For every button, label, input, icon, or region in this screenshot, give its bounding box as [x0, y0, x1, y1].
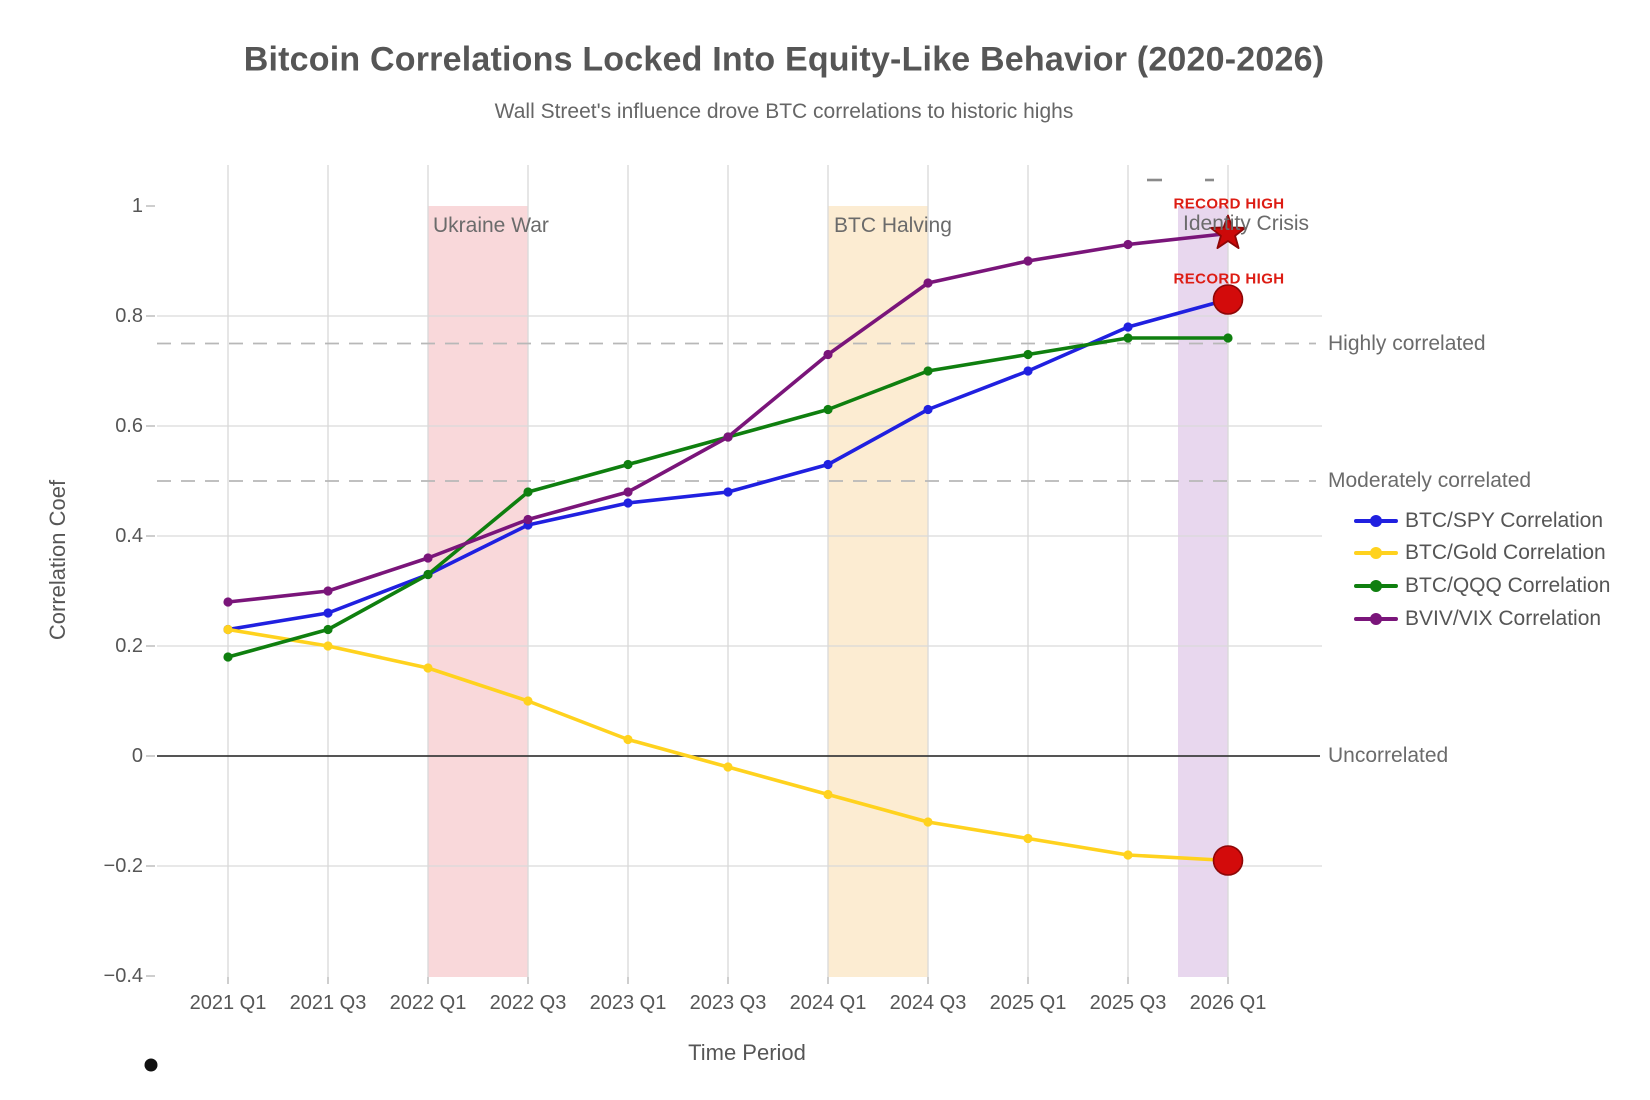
y-tick-label: −0.4: [103, 965, 143, 987]
y-tick-label: 0.6: [115, 415, 143, 437]
legend-label: BTC/SPY Correlation: [1405, 509, 1604, 532]
data-point: [723, 762, 733, 772]
x-tick-label: 2022 Q3: [489, 992, 567, 1014]
legend-item-btc-qqq: BTC/QQQ Correlation: [1354, 573, 1610, 599]
data-point: [323, 586, 333, 596]
data-point: [923, 817, 933, 827]
y-tick-label: −0.2: [103, 855, 143, 877]
x-tick-label: 2024 Q3: [889, 992, 967, 1014]
data-point: [523, 514, 533, 525]
y-tick-label: 0: [131, 745, 143, 767]
band-label-btc-halving: BTC Halving: [834, 214, 952, 237]
legend-label: BVIV/VIX Correlation: [1405, 607, 1602, 630]
data-point: [723, 432, 733, 442]
data-point: [523, 487, 533, 497]
x-tick-label: 2026 Q1: [1189, 992, 1267, 1014]
x-tick-label: 2023 Q3: [689, 992, 767, 1014]
x-tick-label: 2023 Q1: [589, 992, 667, 1014]
stray-bullet-dot: [144, 1058, 158, 1072]
data-point: [523, 696, 533, 706]
data-point: [823, 349, 833, 360]
band-label-identity-crisis: Identity Crisis: [1183, 212, 1310, 235]
legend-label: BTC/Gold Correlation: [1405, 541, 1606, 564]
threshold-label-uncorrelated: Uncorrelated: [1328, 744, 1449, 767]
event-band-0: [428, 206, 528, 977]
legend-dot-icon: [1370, 580, 1382, 592]
data-point: [923, 404, 933, 415]
data-point: [1023, 349, 1033, 360]
data-point: [723, 487, 733, 497]
record-high-annotation-bviv-vix: RECORD HIGH: [1173, 195, 1285, 213]
data-point: [1223, 333, 1233, 343]
record-high-circle-marker: [1212, 845, 1244, 876]
legend-label: BTC/QQQ Correlation: [1405, 574, 1611, 597]
record-high-circle-marker: [1212, 284, 1244, 315]
data-point: [323, 624, 333, 635]
data-point: [1023, 366, 1033, 376]
event-band-1: [828, 206, 928, 977]
data-point: [1123, 333, 1133, 343]
data-point: [823, 459, 833, 470]
legend-dot-icon: [1370, 515, 1382, 527]
band-label-ukraine-war: Ukraine War: [433, 214, 549, 237]
threshold-label-highly-correlated: Highly correlated: [1328, 332, 1486, 355]
legend-dot-icon: [1370, 613, 1382, 625]
y-tick-label: 0.4: [115, 525, 143, 547]
record-high-star-marker: [1210, 214, 1246, 249]
data-point: [1123, 239, 1133, 250]
legend-swatch-icon: [1354, 540, 1398, 566]
data-point: [623, 487, 633, 497]
record-high-annotation-btc-spy: RECORD HIGH: [1173, 270, 1285, 288]
data-point: [223, 652, 233, 662]
data-point: [323, 608, 333, 618]
data-point: [623, 734, 633, 745]
x-tick-label: 2022 Q1: [389, 992, 467, 1014]
data-point: [1123, 322, 1133, 332]
y-tick-label: 0.2: [115, 635, 143, 657]
legend-item-btc-gold: BTC/Gold Correlation: [1354, 540, 1606, 566]
data-point: [323, 641, 333, 651]
x-tick-label: 2025 Q3: [1089, 992, 1167, 1014]
threshold-label-moderately-correlated: Moderately correlated: [1328, 469, 1532, 492]
legend-swatch-icon: [1354, 573, 1398, 599]
data-point: [1023, 256, 1033, 266]
x-tick-label: 2021 Q3: [289, 992, 367, 1014]
data-point: [223, 624, 233, 635]
legend-item-btc-spy: BTC/SPY Correlation: [1354, 508, 1603, 534]
y-tick-label: 0.8: [115, 305, 143, 327]
x-tick-label: 2024 Q1: [789, 992, 867, 1014]
y-tick-label: 1: [131, 195, 143, 217]
data-point: [223, 597, 233, 607]
data-point: [423, 569, 433, 580]
legend-dot-icon: [1370, 547, 1382, 559]
data-point: [823, 404, 833, 415]
legend-swatch-icon: [1354, 606, 1398, 632]
legend-item-bviv-vix: BVIV/VIX Correlation: [1354, 606, 1601, 632]
y-axis-title: Correlation Coef: [45, 479, 70, 641]
data-point: [823, 789, 833, 800]
x-tick-label: 2025 Q1: [989, 992, 1067, 1014]
page-title: Bitcoin Correlations Locked Into Equity-…: [243, 40, 1325, 79]
data-point: [623, 498, 633, 508]
data-point: [1023, 833, 1033, 844]
x-axis-title: Time Period: [688, 1040, 806, 1065]
page-subtitle: Wall Street's influence drove BTC correl…: [494, 100, 1074, 123]
legend-swatch-icon: [1354, 508, 1398, 534]
x-tick-label: 2021 Q1: [189, 992, 267, 1014]
data-point: [423, 553, 433, 563]
data-point: [623, 459, 633, 470]
data-point: [923, 278, 933, 288]
data-point: [423, 663, 433, 673]
data-point: [923, 366, 933, 376]
data-point: [1123, 850, 1133, 860]
